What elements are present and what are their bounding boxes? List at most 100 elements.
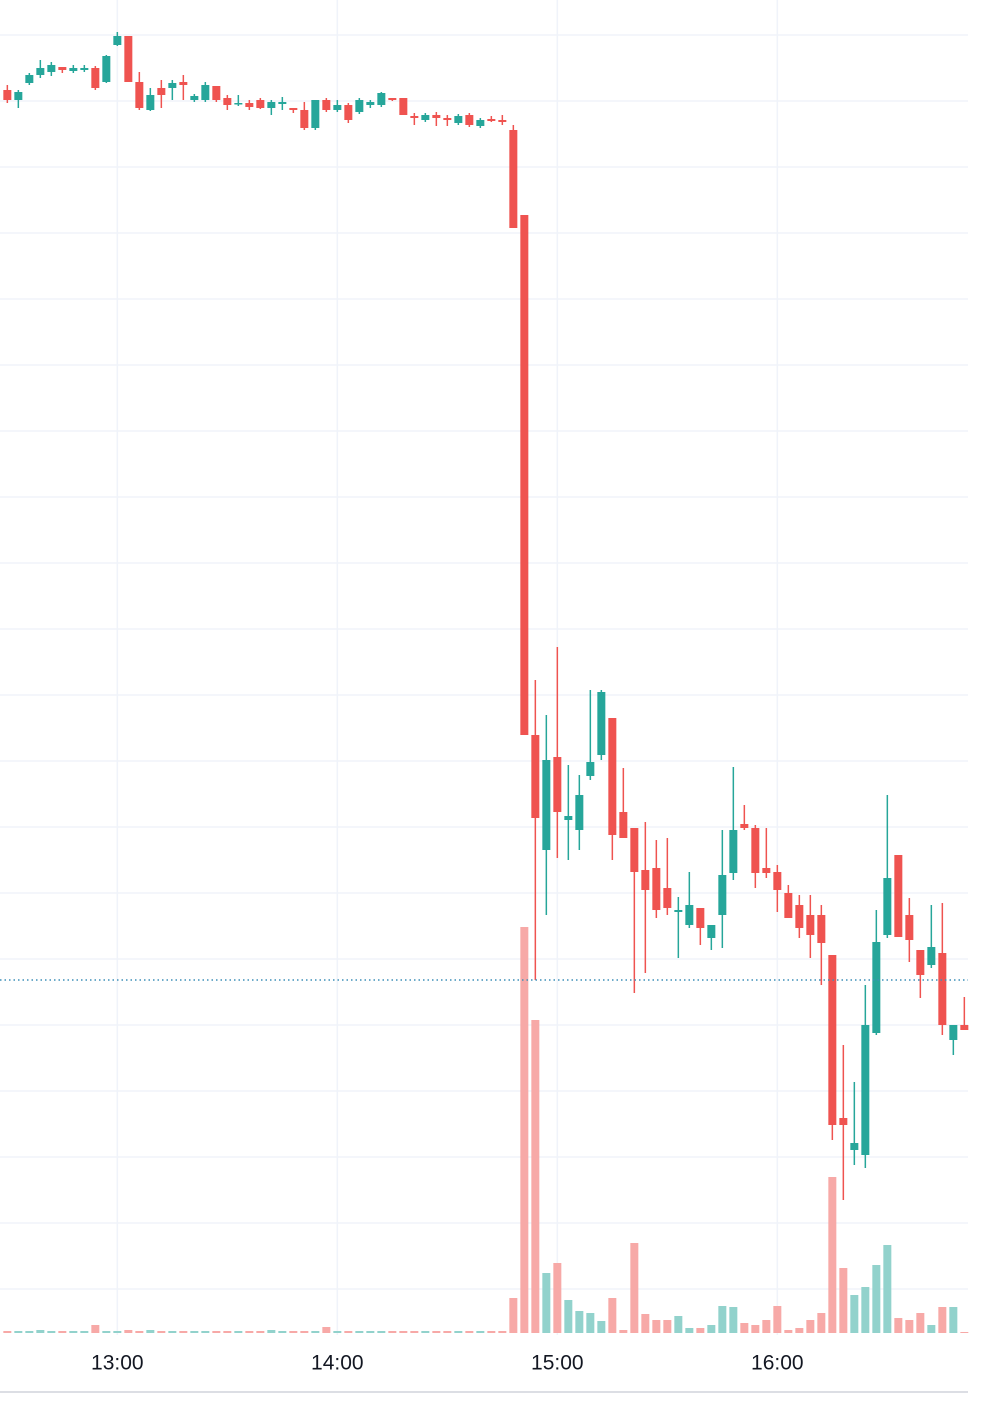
candle-body (377, 93, 386, 105)
candle-body (828, 955, 837, 1125)
candle-body (663, 888, 672, 908)
volume-bar (443, 1331, 452, 1333)
candle-body (927, 947, 936, 965)
candle-body (476, 120, 485, 126)
volume-bar (630, 1243, 639, 1333)
x-tick-label: 14:00 (311, 1352, 364, 1375)
volume-bar (553, 1263, 562, 1333)
volume-bar (707, 1325, 716, 1333)
volume-bar (80, 1331, 89, 1333)
candle-body (399, 98, 408, 115)
candle-body (883, 878, 892, 935)
volume-bar (399, 1331, 408, 1333)
candle-body (509, 130, 518, 228)
grid (0, 0, 968, 1335)
volume-bar (696, 1328, 705, 1333)
volume-bar (102, 1331, 111, 1333)
candle-body (300, 110, 309, 128)
candle-body (916, 950, 925, 975)
volume-bar (718, 1306, 727, 1333)
candle-body (14, 92, 23, 100)
candle-body (597, 692, 606, 755)
volume-bar (487, 1331, 496, 1333)
volume-bar (157, 1331, 166, 1333)
volume-bar (520, 927, 529, 1333)
volume-bar (740, 1323, 749, 1333)
volume-bar (663, 1320, 672, 1333)
candle-body (652, 868, 661, 910)
volume-bar (619, 1330, 628, 1333)
candle-body (190, 96, 199, 100)
candle-body (608, 718, 617, 835)
candle-body (949, 1025, 958, 1040)
candle-body (674, 910, 683, 912)
candle-body (718, 875, 727, 915)
candle-body (234, 103, 243, 105)
candle-body (80, 68, 89, 70)
candle-body (388, 98, 397, 100)
volume-bar (432, 1331, 441, 1333)
volume-bar (652, 1320, 661, 1333)
candle-body (201, 85, 210, 100)
volume-bar (608, 1298, 617, 1333)
volume-bar (762, 1320, 771, 1333)
volume-bar (927, 1325, 936, 1333)
volume-bar (586, 1313, 595, 1333)
candle-body (630, 828, 639, 872)
volume-bar (267, 1330, 276, 1333)
candle-body (91, 68, 100, 88)
volume-bar (113, 1331, 122, 1333)
volume-bar (465, 1331, 474, 1333)
candle-body (223, 98, 232, 105)
volume-bar (3, 1331, 12, 1333)
volume-bar (806, 1320, 815, 1333)
candle-body (25, 75, 34, 83)
volume-bar (146, 1330, 155, 1333)
candle-body (58, 67, 67, 70)
volume-bar (344, 1331, 353, 1333)
candle-body (410, 116, 419, 118)
volume-bar (509, 1298, 518, 1333)
volume-bar (245, 1331, 254, 1333)
candle-body (47, 65, 56, 72)
volume-bar (564, 1300, 573, 1333)
volume-bar (179, 1331, 188, 1333)
candle-body (762, 868, 771, 873)
candle-body (806, 915, 815, 935)
candle-body (333, 105, 342, 110)
x-axis: 13:00 14:00 15:00 16:00 (91, 1352, 804, 1375)
volume-bar (201, 1331, 210, 1333)
volume-bar (839, 1268, 848, 1333)
candle-body (487, 119, 496, 121)
volume-bar (773, 1306, 782, 1333)
volume-bar (476, 1331, 485, 1333)
volume-bar (421, 1331, 430, 1333)
candle-body (421, 115, 430, 120)
candle-body (465, 115, 474, 125)
candle-body (3, 90, 12, 100)
volume-bar (861, 1287, 870, 1333)
volume-bar (949, 1307, 958, 1333)
candle-body (212, 86, 221, 100)
candle-body (729, 830, 738, 873)
candle-body (619, 812, 628, 838)
candle-body (553, 757, 562, 812)
volume-bar (850, 1295, 859, 1333)
x-tick-label: 15:00 (531, 1352, 584, 1375)
volume-bar (377, 1331, 386, 1333)
candle-body (432, 115, 441, 118)
volume-bar (410, 1331, 419, 1333)
candle-body (443, 118, 452, 120)
x-tick-label: 13:00 (91, 1352, 144, 1375)
candle-body (872, 942, 881, 1033)
candle-body (894, 855, 903, 937)
volume-bar (729, 1307, 738, 1333)
candle-body (102, 56, 111, 82)
candle-body (839, 1118, 848, 1125)
volume-bar (311, 1331, 320, 1333)
candle-body (454, 116, 463, 123)
volume-bar (366, 1331, 375, 1333)
candle-body (135, 82, 144, 108)
